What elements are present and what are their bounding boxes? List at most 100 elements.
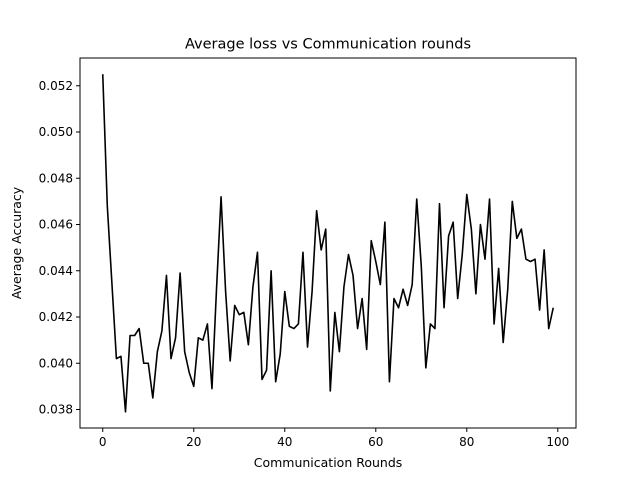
data-point xyxy=(298,323,299,324)
y-tick-label: 0.042 xyxy=(39,310,73,324)
data-point xyxy=(243,312,244,313)
y-tick-label: 0.048 xyxy=(39,171,73,185)
x-tick-label: 20 xyxy=(186,435,201,449)
data-point xyxy=(343,286,344,287)
data-point xyxy=(271,270,272,271)
data-point xyxy=(125,411,126,412)
data-point xyxy=(430,323,431,324)
data-point xyxy=(330,390,331,391)
data-point xyxy=(321,249,322,250)
data-point xyxy=(152,397,153,398)
data-point xyxy=(548,328,549,329)
y-axis-label: Average Accuracy xyxy=(9,186,24,299)
data-point xyxy=(198,337,199,338)
data-point xyxy=(266,370,267,371)
data-point xyxy=(507,289,508,290)
data-point xyxy=(311,291,312,292)
data-point xyxy=(289,326,290,327)
y-tick-label: 0.038 xyxy=(39,403,73,417)
data-point xyxy=(143,363,144,364)
data-point xyxy=(280,353,281,354)
data-point xyxy=(107,205,108,206)
data-point xyxy=(307,346,308,347)
data-point xyxy=(225,291,226,292)
data-point xyxy=(521,229,522,230)
data-point xyxy=(553,307,554,308)
x-tick-label: 80 xyxy=(459,435,474,449)
data-point xyxy=(471,229,472,230)
data-point xyxy=(161,330,162,331)
data-point xyxy=(498,268,499,269)
data-point xyxy=(180,272,181,273)
data-point xyxy=(480,224,481,225)
data-point xyxy=(539,309,540,310)
data-point xyxy=(503,342,504,343)
data-point xyxy=(234,305,235,306)
data-point xyxy=(216,289,217,290)
data-point xyxy=(248,344,249,345)
data-point xyxy=(462,254,463,255)
chart-title: Average loss vs Communication rounds xyxy=(185,37,471,53)
data-point xyxy=(466,194,467,195)
series-line-0 xyxy=(101,74,555,413)
data-point xyxy=(544,249,545,250)
data-point xyxy=(357,328,358,329)
data-point xyxy=(316,210,317,211)
axes-frame xyxy=(79,57,577,429)
data-point xyxy=(334,312,335,313)
data-point xyxy=(170,358,171,359)
data-point xyxy=(116,358,117,359)
x-tick-label: 0 xyxy=(99,435,107,449)
data-point xyxy=(384,222,385,223)
data-point xyxy=(111,282,112,283)
data-point xyxy=(453,222,454,223)
data-point xyxy=(166,275,167,276)
data-point xyxy=(193,386,194,387)
data-point xyxy=(525,259,526,260)
data-point xyxy=(339,351,340,352)
data-point xyxy=(407,305,408,306)
data-point xyxy=(362,298,363,299)
data-point xyxy=(443,307,444,308)
data-point xyxy=(252,286,253,287)
data-point xyxy=(402,289,403,290)
data-point xyxy=(512,201,513,202)
y-tick-label: 0.040 xyxy=(39,356,73,370)
data-point xyxy=(425,367,426,368)
data-point xyxy=(120,356,121,357)
data-point xyxy=(366,349,367,350)
x-tick-label: 40 xyxy=(277,435,292,449)
data-point xyxy=(398,307,399,308)
data-point xyxy=(293,328,294,329)
data-point xyxy=(139,328,140,329)
data-point xyxy=(530,261,531,262)
data-point xyxy=(489,198,490,199)
data-point xyxy=(184,351,185,352)
data-point xyxy=(239,314,240,315)
data-point xyxy=(475,293,476,294)
data-point xyxy=(134,335,135,336)
data-point xyxy=(439,203,440,204)
data-point xyxy=(220,196,221,197)
data-point xyxy=(175,337,176,338)
data-point xyxy=(189,372,190,373)
data-point xyxy=(275,381,276,382)
data-point xyxy=(448,235,449,236)
data-point xyxy=(207,323,208,324)
data-point xyxy=(129,335,130,336)
y-tick-label: 0.050 xyxy=(39,125,73,139)
data-point xyxy=(434,328,435,329)
data-point xyxy=(516,238,517,239)
data-point xyxy=(393,298,394,299)
data-point xyxy=(493,323,494,324)
data-point xyxy=(261,379,262,380)
data-point xyxy=(371,240,372,241)
data-point xyxy=(284,291,285,292)
x-tick-label: 60 xyxy=(368,435,383,449)
data-point xyxy=(375,261,376,262)
data-point xyxy=(325,229,326,230)
data-point xyxy=(534,259,535,260)
data-point xyxy=(230,360,231,361)
data-point xyxy=(202,340,203,341)
y-tick-label: 0.052 xyxy=(39,79,73,93)
